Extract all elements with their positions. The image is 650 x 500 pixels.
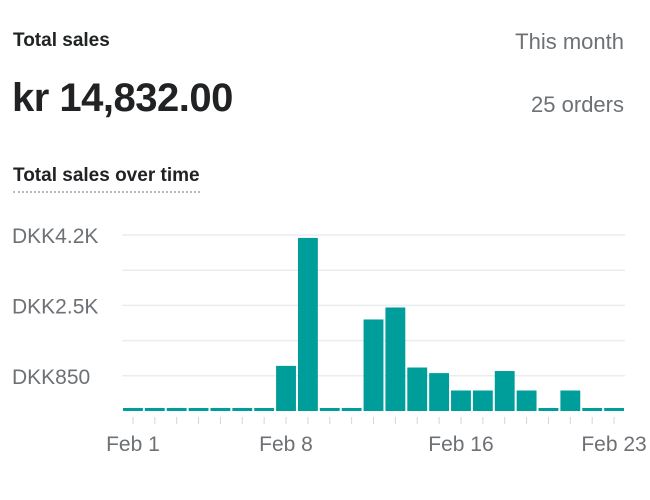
bar-feb-19 bbox=[516, 390, 537, 411]
total-sales-value: kr 14,832.00 bbox=[12, 76, 233, 120]
y-tick-label: DKK4.2K bbox=[12, 225, 98, 248]
orders-count: 25 orders bbox=[531, 92, 624, 117]
chart-title[interactable]: Total sales over time bbox=[13, 165, 200, 193]
bar-feb-1 bbox=[123, 408, 143, 411]
card-title: Total sales bbox=[13, 30, 110, 51]
bar-feb-4 bbox=[188, 408, 209, 411]
bar-feb-6 bbox=[232, 408, 253, 411]
bar-feb-15 bbox=[429, 373, 450, 411]
y-tick-label: DKK850 bbox=[12, 366, 90, 389]
bar-feb-16 bbox=[451, 390, 471, 411]
bar-feb-17 bbox=[472, 390, 493, 411]
bar-feb-3 bbox=[166, 408, 187, 411]
x-tick-label: Feb 16 bbox=[428, 433, 493, 456]
bar-feb-11 bbox=[341, 408, 362, 411]
bar-feb-22 bbox=[582, 408, 603, 411]
bar-feb-13 bbox=[385, 307, 406, 411]
bar-feb-12 bbox=[363, 319, 384, 411]
y-tick-label: DKK2.5K bbox=[12, 295, 98, 318]
x-tick-label: Feb 8 bbox=[259, 433, 313, 456]
period-selector[interactable]: This month bbox=[515, 29, 624, 54]
bar-feb-5 bbox=[210, 408, 231, 411]
bar-feb-10 bbox=[319, 408, 340, 411]
bar-feb-7 bbox=[254, 408, 275, 411]
bar-feb-9 bbox=[297, 237, 318, 411]
x-tick-label: Feb 23 bbox=[581, 433, 646, 456]
bar-feb-2 bbox=[144, 408, 165, 411]
x-tick-label: Feb 1 bbox=[106, 433, 160, 456]
bar-feb-20 bbox=[538, 408, 559, 411]
bar-feb-23 bbox=[604, 408, 624, 411]
bar-feb-18 bbox=[494, 371, 515, 411]
bar-feb-8 bbox=[276, 365, 296, 411]
bar-feb-21 bbox=[560, 390, 581, 411]
bar-feb-14 bbox=[407, 367, 428, 411]
